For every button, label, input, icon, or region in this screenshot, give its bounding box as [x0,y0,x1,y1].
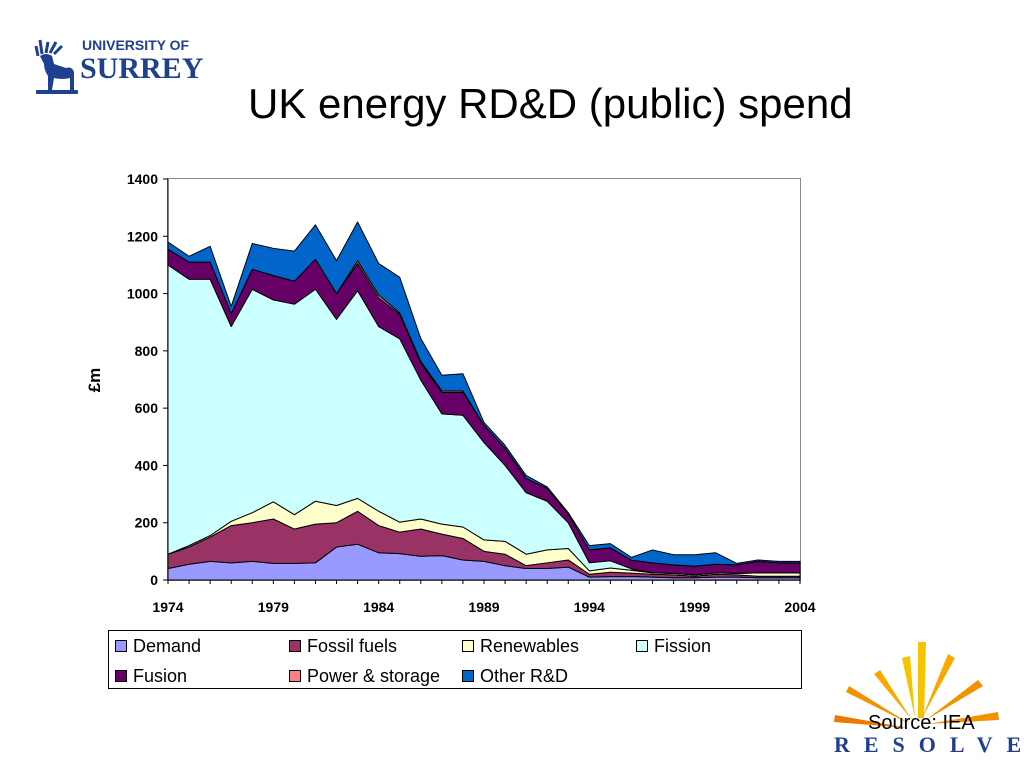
area-series-group [167,221,801,581]
legend-swatch [115,670,127,682]
legend-item: Power & storage [289,665,440,687]
legend-label: Fusion [133,665,188,686]
y-tick-label: 200 [135,515,159,531]
surrey-logo-line1: UNIVERSITY OF [82,37,190,53]
y-tick-label: 1000 [127,286,158,302]
source-note: Source: IEA [868,712,975,734]
area-series-other-r-d [167,221,801,567]
x-tick-label: 1999 [679,599,710,615]
y-tick-label: 1200 [127,228,158,244]
legend-swatch [462,670,474,682]
legend-item: Fossil fuels [289,635,397,657]
legend-label: Renewables [480,635,580,656]
stacked-area-chart: 0 200 400 600 800 1000 1200 1400 1974 1979 1984 198… [85,171,816,615]
legend-swatch [462,640,474,652]
y-tick-label: 600 [135,400,159,416]
legend-label: Power & storage [307,665,441,686]
legend-swatch [289,640,301,652]
stag-icon [34,39,78,94]
x-tick-label: 1984 [363,599,394,615]
x-tick-label: 2004 [784,599,815,615]
y-tick-label: 1400 [127,171,158,187]
legend-label: Fossil fuels [307,635,398,656]
legend-item: Fusion [115,665,187,687]
page-title: UK energy RD&D (public) spend [248,80,853,127]
legend-item: Renewables [462,635,579,657]
legend-label: Other R&D [480,665,569,686]
y-tick-label: 400 [135,457,159,473]
surrey-logo-line2: SURREY [80,52,204,85]
legend-swatch [289,670,301,682]
resolve-logo-text: RESOLVE [834,732,1024,757]
legend-swatch [115,640,127,652]
legend-label: Demand [133,635,202,656]
x-tick-label: 1994 [574,599,605,615]
chart-legend: Demand Fossil fuels Renewables Fission Fusio… [108,630,802,689]
y-tick-label: 800 [135,343,159,359]
x-tick-label: 1979 [258,599,289,615]
resolve-logo: RESOLVE [834,642,1024,757]
sunburst-icon [834,642,999,728]
legend-item: Fission [636,635,711,657]
x-tick-label: 1989 [468,599,499,615]
legend-item: Other R&D [462,665,568,687]
axes: 0 200 400 600 800 1000 1200 1400 1974 1979 1984 198… [127,171,816,615]
legend-swatch [636,640,648,652]
y-axis-label: £m [85,368,104,393]
x-tick-label: 1974 [152,599,183,615]
legend-item: Demand [115,635,201,657]
y-tick-label: 0 [150,572,158,588]
university-of-surrey-logo: UNIVERSITY OF SURREY [34,37,204,94]
legend-label: Fission [654,635,712,656]
